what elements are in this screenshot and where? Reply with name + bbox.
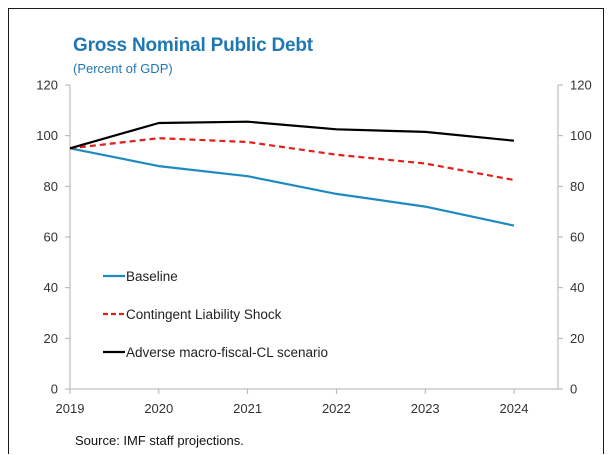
y-tick-label-right: 120 [570,78,592,93]
x-tick-label: 2024 [500,401,529,416]
series-line-1 [69,147,515,227]
y-tick-label-right: 60 [570,230,584,245]
y-tick-label-right: 100 [570,128,592,143]
y-tick-label-left: 20 [44,331,58,346]
y-tick-label-left: 60 [44,230,58,245]
x-tick-label: 2020 [144,401,173,416]
x-tick-label: 2021 [233,401,262,416]
y-tick-label-right: 80 [570,179,584,194]
series-line-2 [69,137,515,182]
x-tick-label: 2023 [411,401,440,416]
legend-label-1: Baseline [126,269,178,284]
chart-frame [8,8,604,454]
series-line-3 [69,120,515,150]
y-tick-label-right: 20 [570,331,584,346]
x-tick-label: 2019 [56,401,85,416]
y-tick-label-left: 40 [44,280,58,295]
x-tick-label: 2022 [322,401,351,416]
y-tick-label-left: 120 [36,78,58,93]
chart-subtitle: (Percent of GDP) [73,61,173,76]
y-tick-label-left: 100 [36,128,58,143]
legend-label-3: Adverse macro-fiscal-CL scenario [126,345,328,360]
y-tick-label-left: 80 [44,179,58,194]
chart-title: Gross Nominal Public Debt [73,35,313,56]
y-tick-label-right: 0 [570,382,577,397]
legend-label-2: Contingent Liability Shock [126,307,282,322]
y-tick-label-right: 40 [570,280,584,295]
chart-source-note: Source: IMF staff projections. [75,433,244,448]
y-tick-label-left: 0 [51,382,58,397]
